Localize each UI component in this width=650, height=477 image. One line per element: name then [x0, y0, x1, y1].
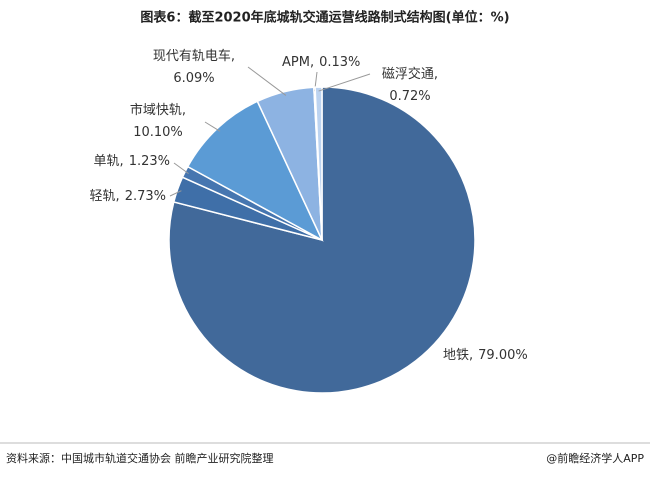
source-note: 资料来源：中国城市轨道交通协会 前瞻产业研究院整理: [6, 451, 274, 465]
data-label: 现代有轨电车, 6.09%: [153, 48, 235, 86]
leader-line: [169, 190, 182, 197]
category-label: 市域快轨,: [130, 102, 186, 118]
leader-line: [247, 66, 287, 96]
data-label: 地铁, 79.00%: [443, 348, 528, 363]
data-label: APM, 0.13%: [282, 55, 360, 70]
leader-line: [318, 73, 371, 92]
category-label: 磁浮交通,: [382, 66, 438, 82]
chart-title: 图表6：截至2020年底城轨交通运营线路制式结构图(单位：%): [140, 10, 509, 26]
value-label: 0.13%: [319, 55, 360, 70]
value-label: 2.73%: [125, 189, 166, 204]
category-label: APM,: [282, 55, 314, 70]
data-label: 市域快轨, 10.10%: [130, 102, 186, 140]
value-label: 10.10%: [133, 125, 183, 140]
value-label: 1.23%: [129, 154, 170, 169]
data-label: 单轨, 1.23%: [94, 154, 170, 169]
category-label: 轻轨,: [90, 189, 120, 204]
data-label: 轻轨, 2.73%: [90, 189, 166, 204]
value-label: 0.72%: [389, 89, 430, 104]
value-label: 79.00%: [478, 348, 528, 363]
leader-line: [204, 121, 221, 132]
pie: 地铁, 79.00% 轻轨, 2.73% 单轨, 1.23% 市域快轨, 10.10% 现代有轨…: [90, 48, 528, 394]
credit: @前瞻经济学人APP: [546, 451, 644, 465]
data-label: 磁浮交通, 0.72%: [382, 66, 438, 104]
leader-line: [173, 162, 189, 175]
category-label: 地铁,: [443, 348, 473, 363]
pie-slice: [186, 100, 324, 242]
category-label: 单轨,: [94, 154, 124, 169]
pie-slice: [314, 86, 323, 241]
category-label: 现代有轨电车,: [153, 48, 235, 64]
value-label: 6.09%: [173, 71, 214, 86]
